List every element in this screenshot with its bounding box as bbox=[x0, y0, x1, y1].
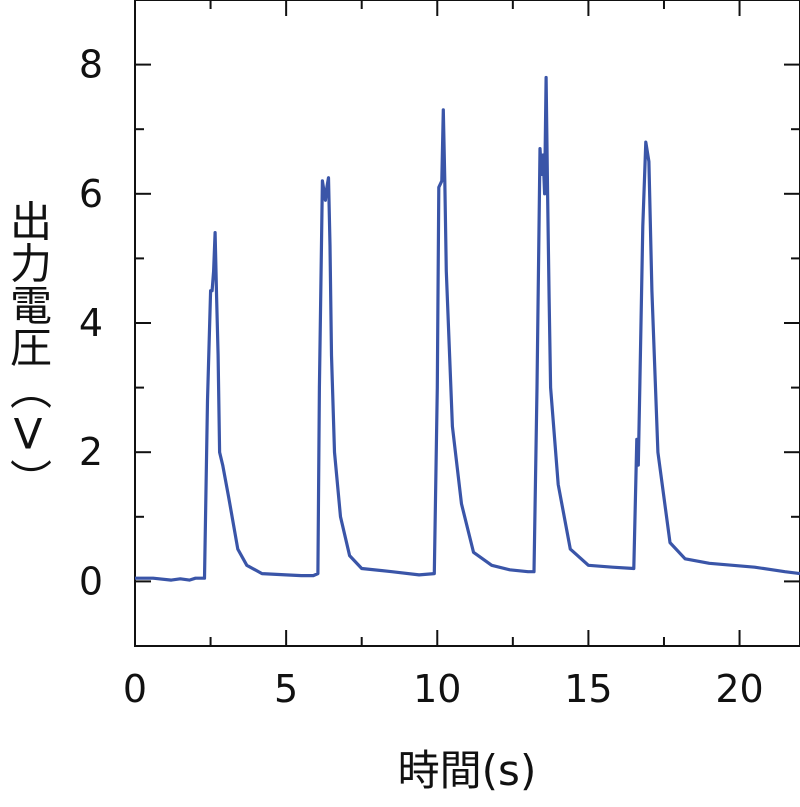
x-tick-label: 15 bbox=[564, 667, 612, 711]
y-tick-label: 4 bbox=[79, 301, 103, 345]
x-tick-label: 0 bbox=[123, 667, 147, 711]
y-tick-label: 8 bbox=[79, 43, 103, 87]
x-axis-title: 時間(s) bbox=[398, 746, 537, 795]
x-tick-label: 10 bbox=[413, 667, 461, 711]
x-tick-label: 5 bbox=[274, 667, 298, 711]
plot-frame bbox=[134, 0, 800, 647]
voltage-series-line bbox=[135, 75, 800, 582]
x-tick-label: 20 bbox=[715, 667, 763, 711]
y-axis-title: 出力電圧（V） bbox=[4, 200, 53, 501]
y-tick-label: 6 bbox=[79, 172, 103, 216]
x-axis-ticks: 0 5 10 15 20 bbox=[123, 0, 764, 711]
y-tick-label: 2 bbox=[79, 430, 103, 474]
y-tick-label: 0 bbox=[79, 559, 103, 603]
y-axis-ticks: 0 2 4 6 8 bbox=[79, 0, 800, 647]
